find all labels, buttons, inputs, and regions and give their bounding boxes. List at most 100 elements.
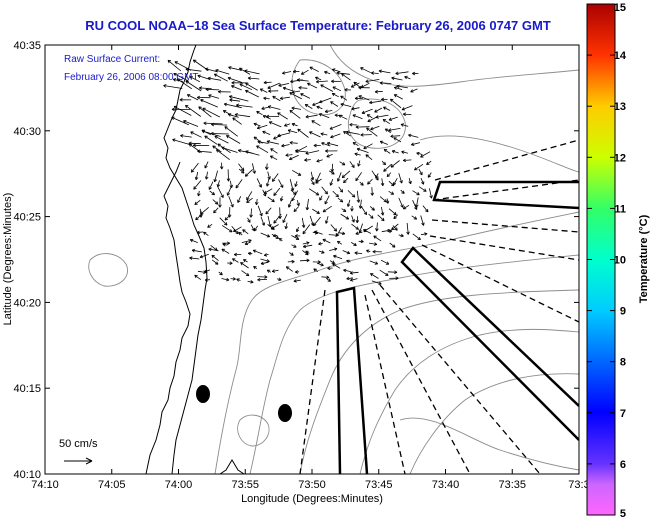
current-vector: [245, 82, 258, 91]
current-vector: [309, 131, 321, 138]
current-vector: [173, 73, 189, 82]
current-vector: [320, 84, 334, 92]
current-vector-head: [418, 236, 421, 240]
current-vector-head: [317, 210, 320, 214]
current-vector-head: [224, 217, 227, 221]
current-vector-head: [267, 85, 271, 89]
current-vector-head: [252, 250, 256, 253]
current-vector-head: [242, 229, 245, 233]
current-vector-head: [229, 262, 233, 265]
current-vector: [282, 71, 292, 74]
current-vector: [387, 271, 398, 273]
current-vector-head: [247, 272, 250, 276]
current-vector-head: [220, 271, 223, 275]
current-vector-head: [372, 251, 376, 254]
current-vector-head: [330, 134, 333, 138]
current-vector-head: [340, 95, 343, 99]
current-vector-head: [400, 124, 404, 127]
current-vector-head: [282, 73, 286, 75]
current-vector-head: [305, 153, 309, 155]
current-vector: [289, 110, 301, 119]
current-vector-head: [331, 79, 335, 82]
current-vector: [313, 216, 321, 226]
current-vector-head: [282, 220, 286, 223]
current-vector: [347, 199, 351, 207]
current-vector-head: [265, 212, 269, 215]
beam-boxes: [335, 180, 579, 474]
current-vector-head: [349, 272, 353, 275]
current-vector-head: [257, 277, 261, 281]
current-vector-head: [290, 79, 294, 83]
current-vector-head: [320, 265, 324, 267]
current-vector-head: [336, 71, 340, 74]
current-vector-head: [198, 106, 201, 110]
current-vector: [359, 199, 362, 209]
current-vector-head: [238, 149, 242, 151]
current-vector-head: [264, 276, 268, 279]
current-vector: [257, 124, 268, 129]
current-vector-head: [263, 80, 267, 84]
current-vector-head: [354, 242, 357, 246]
current-vector-head: [267, 259, 270, 262]
current-vector: [322, 205, 332, 213]
current-vector: [227, 186, 232, 196]
current-vector-head: [208, 94, 212, 96]
current-vector: [369, 242, 377, 245]
current-vector-head: [334, 113, 338, 116]
current-vector-head: [231, 184, 233, 188]
current-vector-head: [273, 221, 277, 224]
colorbar-tick-label: 5: [620, 508, 626, 519]
scale-arrow: [64, 457, 93, 465]
current-vector-head: [204, 278, 208, 281]
current-vector-head: [254, 229, 257, 232]
current-vector: [371, 72, 379, 74]
current-vector-head: [373, 235, 376, 239]
current-vector-head: [256, 111, 259, 115]
current-vector-head: [205, 87, 209, 90]
current-vector-head: [316, 81, 320, 84]
current-vector: [211, 124, 228, 126]
current-vectors: [163, 59, 433, 285]
current-vector: [347, 190, 356, 198]
current-vector-head: [353, 219, 355, 223]
current-vector: [246, 197, 253, 203]
current-vector-head: [300, 93, 303, 97]
current-vector: [365, 79, 380, 82]
current-vector: [377, 214, 385, 221]
current-vector-head: [415, 204, 419, 208]
radial-lines: [299, 139, 579, 474]
current-vector-head: [318, 113, 322, 117]
current-vector-head: [388, 119, 392, 121]
current-vector: [391, 150, 399, 154]
current-vector-head: [227, 241, 230, 244]
current-vector-head: [310, 223, 314, 226]
current-vector: [350, 242, 357, 246]
current-vector: [305, 114, 318, 118]
x-tick-label: 73:55: [231, 479, 259, 491]
current-vector-head: [380, 212, 384, 216]
current-vector: [289, 142, 298, 144]
current-vector: [340, 95, 348, 101]
current-vector-head: [226, 277, 230, 281]
current-vector-head: [205, 68, 208, 71]
current-vector: [390, 160, 400, 168]
current-vector: [354, 252, 363, 254]
current-vector-head: [424, 232, 428, 234]
current-vector: [210, 133, 229, 135]
current-vector: [406, 222, 409, 235]
current-vector-head: [367, 181, 369, 185]
current-vector: [239, 67, 251, 75]
current-vector: [300, 93, 311, 99]
current-vector-head: [296, 203, 300, 207]
current-vector-head: [331, 168, 335, 172]
current-vector-head: [394, 87, 397, 90]
current-vector-head: [232, 117, 235, 121]
current-vector: [304, 104, 313, 109]
current-vector-head: [379, 82, 383, 85]
current-vector-head: [391, 77, 395, 81]
current-vector-head: [327, 268, 331, 271]
radial-line: [371, 289, 471, 474]
current-vector-head: [394, 271, 398, 274]
current-vector-head: [282, 87, 286, 91]
current-vector-head: [362, 182, 364, 186]
